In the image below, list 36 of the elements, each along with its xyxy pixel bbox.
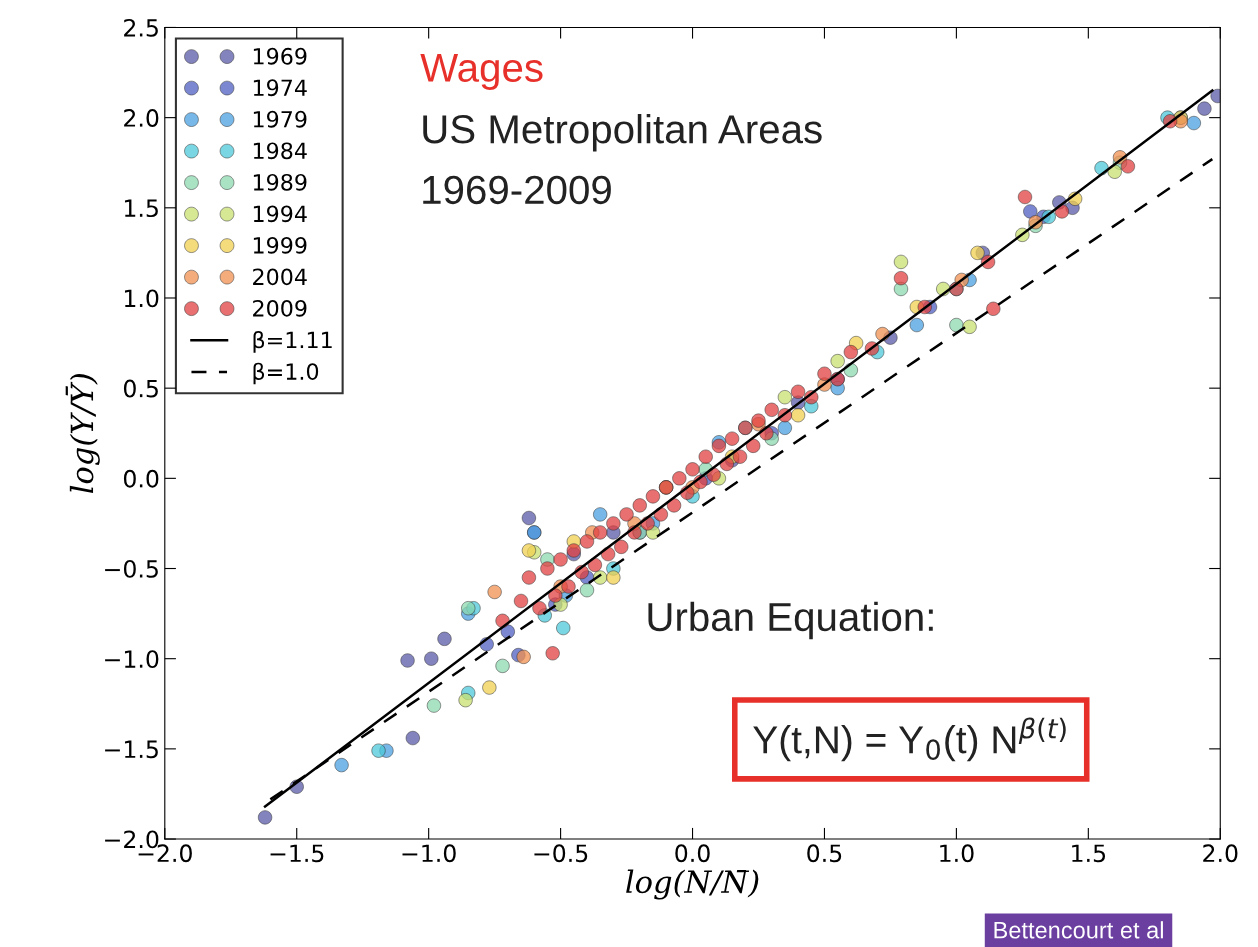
y-tick-label: 0.5 xyxy=(123,379,158,398)
text: Bettencourt et al xyxy=(994,921,1163,939)
legend-label: β=1.11 xyxy=(253,331,332,353)
annotation: US Metropolitan Areas xyxy=(423,113,822,152)
y-tick-label: 1.0 xyxy=(124,289,159,308)
y-tick-label: −0.5 xyxy=(105,559,158,578)
y-tick-label: 2.5 xyxy=(124,18,158,37)
legend-label: β=1.0 xyxy=(253,362,319,385)
legend-label: 1979 xyxy=(253,110,307,128)
x-tick-label: −0.5 xyxy=(534,844,588,863)
x-tick-label: 1.5 xyxy=(1072,844,1106,863)
y-tick-label: 1.5 xyxy=(124,199,158,218)
y-axis-title: log(Y/Ȳ) xyxy=(65,374,100,494)
legend-label: 2009 xyxy=(253,299,307,317)
x-tick-label: −1.0 xyxy=(402,844,456,863)
legend-label: 2004 xyxy=(253,268,307,286)
x-tick-label: 2.0 xyxy=(1203,844,1238,863)
x-tick-label: 0.0 xyxy=(675,844,710,863)
legend-label: 1974 xyxy=(253,79,307,97)
annotation: Wages xyxy=(420,53,543,90)
y-tick-label: 2.0 xyxy=(124,109,159,127)
x-tick-label: 1.0 xyxy=(940,844,974,863)
y-tick-label: −1.5 xyxy=(105,740,158,759)
legend-label: 1984 xyxy=(253,142,307,160)
legend-label: 1994 xyxy=(253,205,307,223)
y-tick-label: −1.0 xyxy=(105,650,159,668)
x-tick-label: 0.5 xyxy=(807,844,842,863)
legend-label: 1999 xyxy=(253,236,307,254)
legend-label: 1969 xyxy=(253,47,307,65)
annotation: Y(t,N) = Y$_{0}$(t) N$^{β(t)}$ xyxy=(753,717,1066,762)
x-tick-label: −1.5 xyxy=(270,844,324,863)
legend-label: 1989 xyxy=(253,173,307,191)
annotation: Urban Equation: xyxy=(648,601,933,640)
x-axis-title: log(N/N̄) xyxy=(626,869,759,900)
y-tick-label: 0.0 xyxy=(123,469,159,488)
annotation: 1969-2009 xyxy=(423,175,611,205)
